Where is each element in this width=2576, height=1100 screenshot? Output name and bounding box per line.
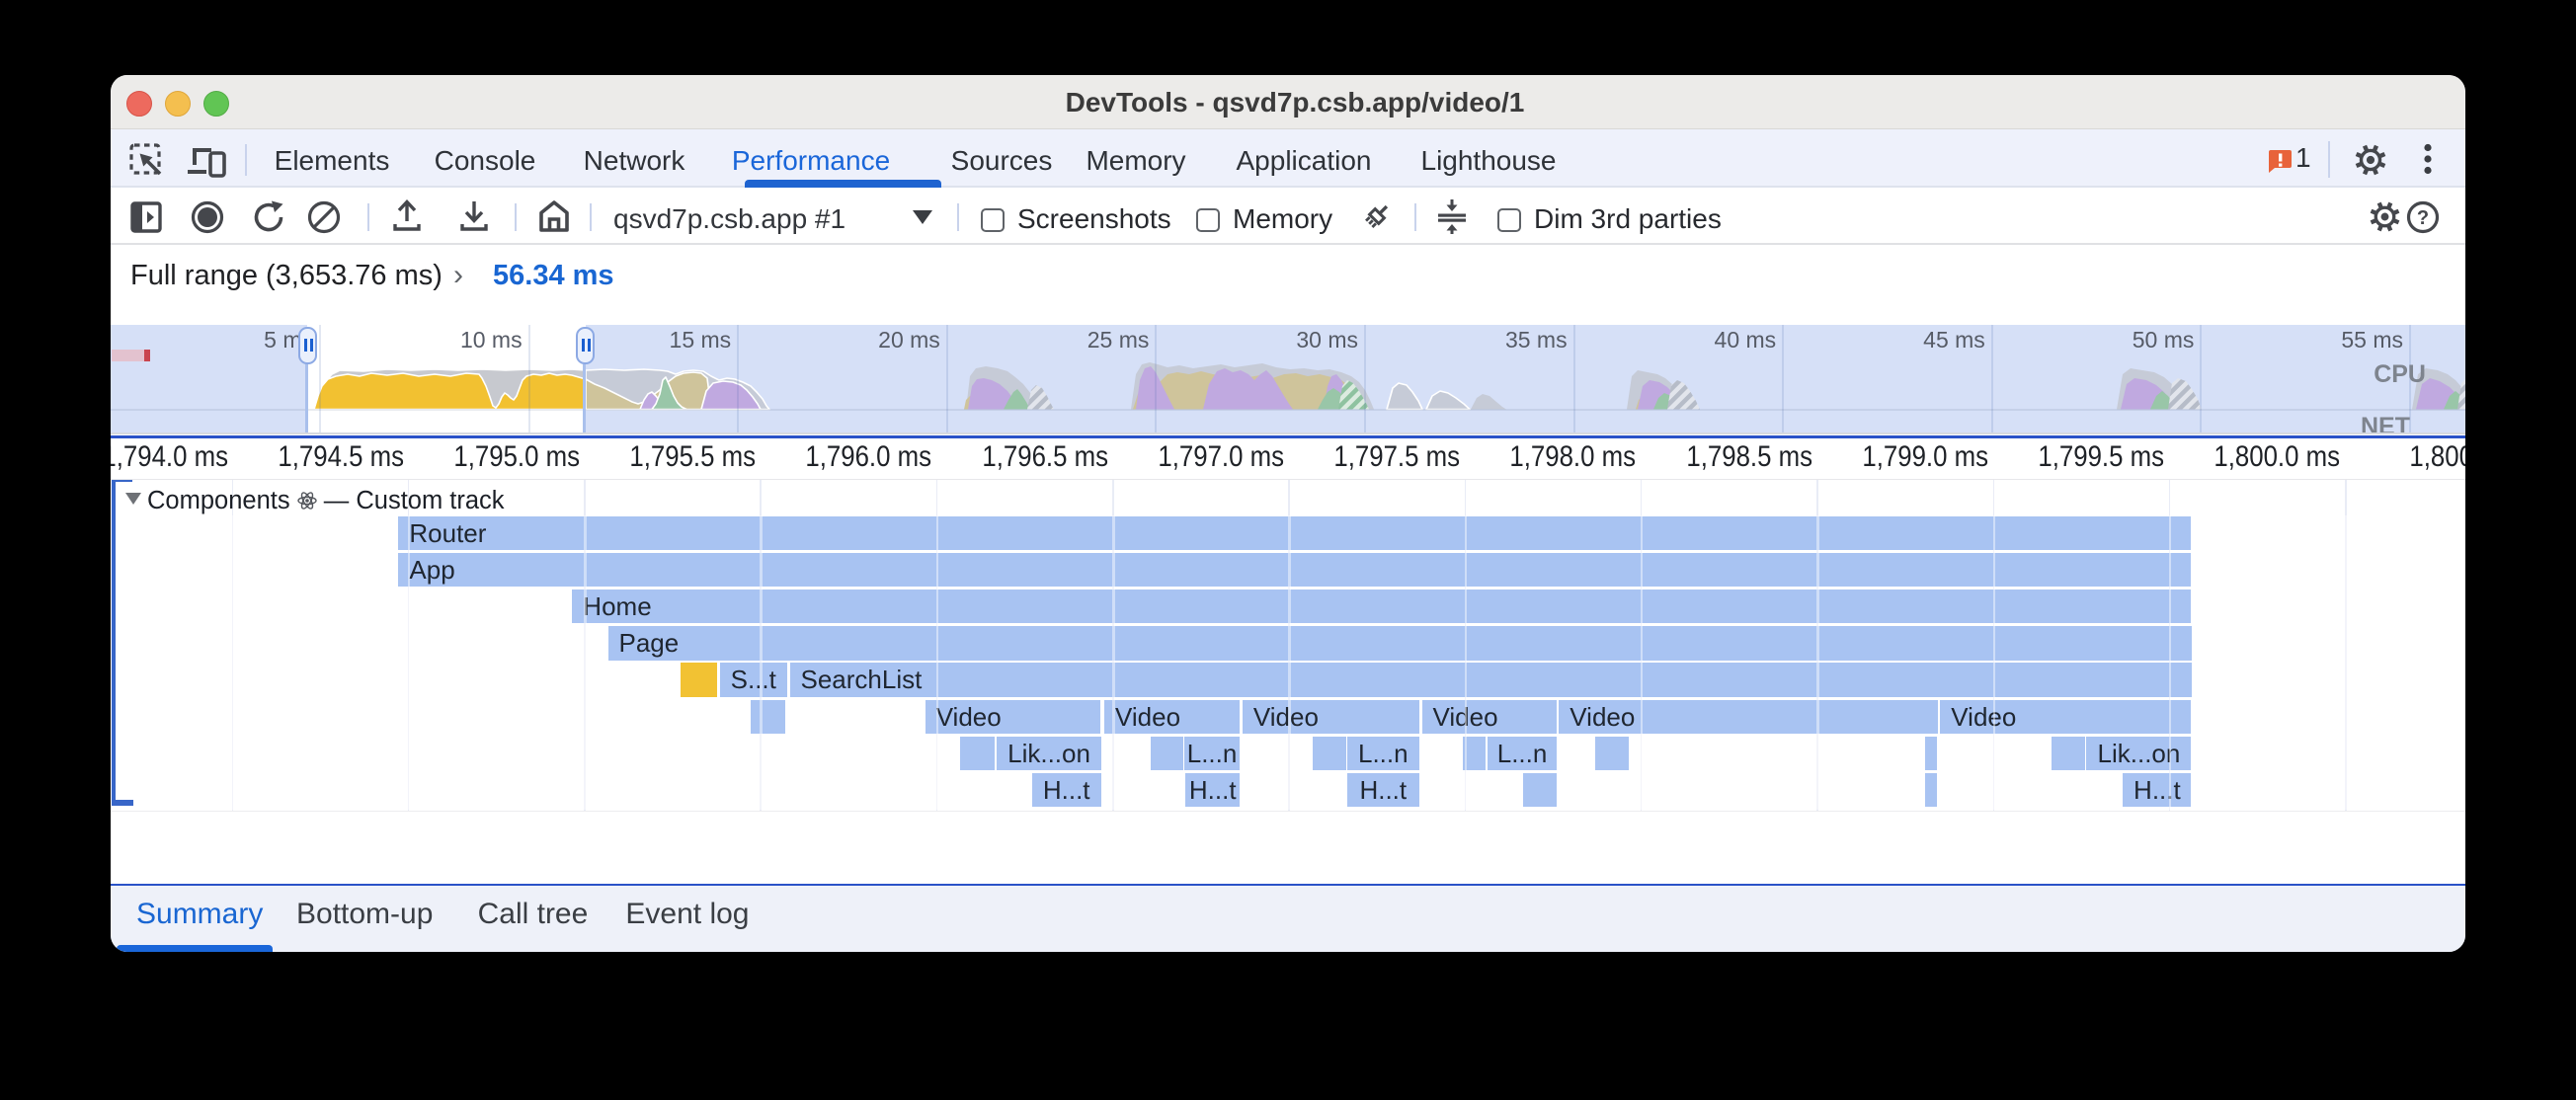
svg-text:?: ? [2417,207,2429,229]
